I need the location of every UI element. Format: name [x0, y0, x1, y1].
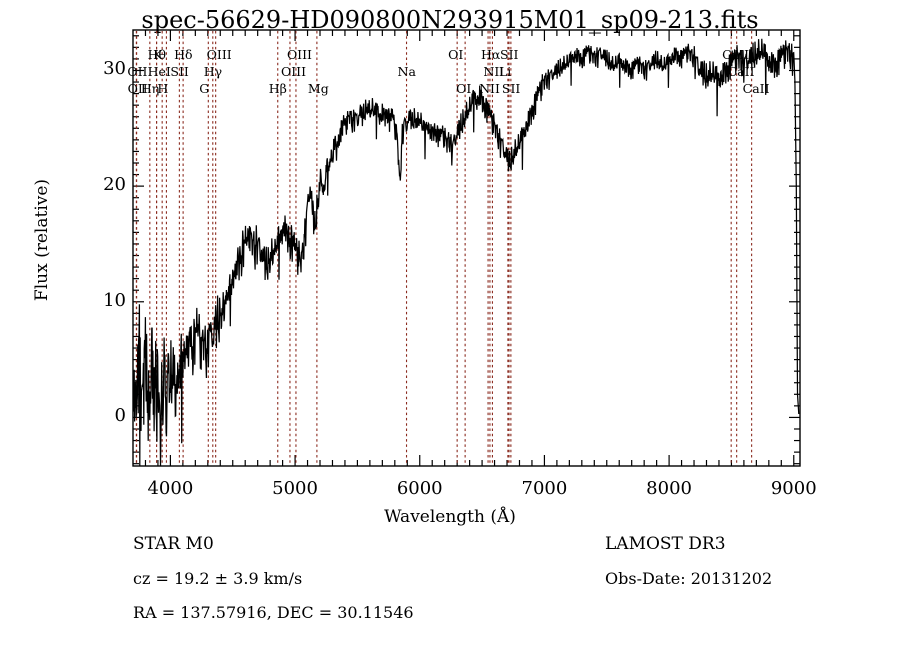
spectral-line-label: SII: [500, 47, 519, 62]
survey-label: LAMOST DR3: [605, 534, 726, 554]
coordinates-label: RA = 137.57916, DEC = 30.11546: [133, 603, 414, 622]
spectral-line-label: NII: [479, 81, 500, 96]
spectral-line-label: SII: [501, 81, 521, 96]
object-class-label: STAR M0: [133, 534, 214, 554]
x-tick-label: 4000: [147, 478, 194, 499]
spectral-line-label: CaII: [727, 64, 755, 79]
spectral-line-label: Mg: [307, 81, 329, 96]
y-tick-label: 0: [114, 405, 126, 427]
spectral-line-label: Hβ: [268, 81, 287, 96]
spectral-line-label: H: [157, 81, 169, 96]
spectral-line-label: Hθ: [147, 47, 166, 62]
spectral-line-label: OII: [127, 81, 148, 96]
spectral-line-label: OII: [127, 64, 148, 79]
spectral-line-label: SII: [170, 64, 189, 79]
spectral-line-label: OI: [448, 47, 464, 62]
y-tick-label: 20: [103, 174, 126, 196]
y-axis-title: Flux (relative): [32, 178, 52, 302]
spectral-line-label: Na: [397, 64, 416, 79]
x-tick-label: 6000: [396, 478, 443, 499]
spectral-line-label: Hγ: [203, 64, 223, 79]
x-tick-label: 8000: [646, 478, 692, 499]
spectral-line-label: Hα: [480, 47, 501, 62]
x-axis-title: Wavelength (Å): [384, 507, 516, 527]
spectral-line-label: Hδ: [174, 47, 193, 62]
line-marker-group: [135, 31, 753, 465]
y-tick-label: 30: [103, 58, 126, 80]
spectral-line-label: Hη: [140, 81, 160, 96]
y-tick-label: 10: [103, 289, 126, 311]
spectral-line-label: OI: [456, 81, 472, 96]
spectral-line-label: Li: [498, 64, 512, 79]
x-tick-label: 7000: [521, 478, 568, 499]
x-tick-label: 9000: [770, 478, 817, 499]
spectral-line-label: K: [153, 47, 163, 62]
spectral-line-label: OIII: [280, 64, 307, 79]
obs-date-label: Obs-Date: 20131202: [605, 569, 773, 588]
spectral-line-label: OIII: [206, 47, 232, 62]
redshift-velocity-label: cz = 19.2 ± 3.9 km/s: [133, 569, 303, 588]
spectral-line-label: OIII: [286, 47, 312, 62]
spectral-line-label: CaII: [722, 47, 750, 62]
spectral-line-label: HeI: [147, 64, 171, 79]
spectral-line-label: NII: [483, 64, 505, 79]
spectral-line-label: CaII: [742, 81, 770, 96]
spectrum-trace: [133, 38, 800, 466]
x-tick-label: 5000: [272, 478, 318, 499]
spectral-line-label: G: [199, 81, 210, 96]
